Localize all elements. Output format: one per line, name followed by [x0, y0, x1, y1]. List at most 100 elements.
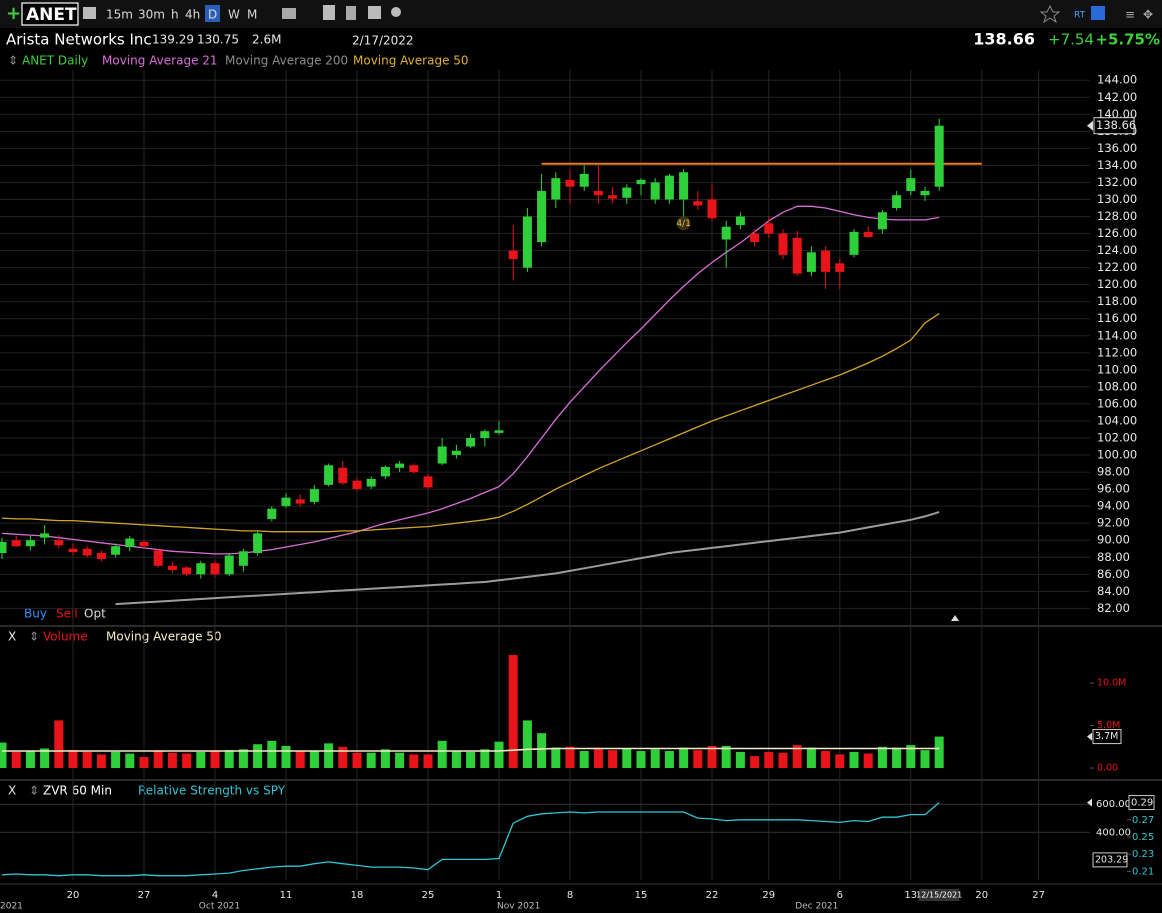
y-tick-label: 10.0M [1097, 678, 1126, 689]
legend-entry[interactable]: ZVR 60 Min [43, 784, 112, 798]
y-tick-label: 118.00 [1097, 294, 1137, 308]
candle-body [139, 541, 149, 547]
drag-icon[interactable]: ⇕ [8, 54, 18, 68]
timeframe[interactable]: W [228, 8, 240, 22]
timeframe[interactable]: 15m [106, 8, 133, 22]
volume-bar [267, 740, 277, 769]
add-icon[interactable]: + [6, 3, 21, 24]
volume-tag-label: 3.7M [1095, 731, 1118, 742]
tool-icon[interactable] [282, 8, 296, 19]
y-tick-label: 134.00 [1097, 158, 1137, 172]
x-tick-label: 1 [496, 890, 502, 901]
event-marker [676, 216, 691, 231]
tool-icon[interactable] [323, 5, 335, 20]
y-tick-label: 106.00 [1097, 396, 1137, 410]
candle-body [821, 250, 831, 272]
legend-entry[interactable]: Moving Average 50 [353, 54, 469, 68]
volume-bar [352, 752, 362, 769]
volume-bar [537, 733, 547, 769]
y-tick-label: 104.00 [1097, 413, 1137, 427]
candle-body [806, 252, 816, 272]
timeframe[interactable]: M [247, 8, 257, 22]
legend-entry[interactable]: Moving Average 21 [102, 54, 218, 68]
candle-body [25, 540, 35, 547]
candle-body [608, 195, 618, 199]
legend-entry[interactable]: Moving Average 200 [225, 54, 348, 68]
drag-icon[interactable]: ⇕ [29, 784, 39, 798]
timeframe[interactable]: h [171, 8, 179, 22]
candle-body [466, 438, 476, 447]
timeframe[interactable]: 30m [138, 8, 165, 22]
tool-icon[interactable] [346, 6, 356, 20]
volume-bar [25, 751, 35, 769]
sell-button[interactable]: Sell [56, 607, 78, 621]
y-tick-label: 86.00 [1097, 567, 1130, 581]
timeframe[interactable]: D [208, 8, 217, 22]
volume-bar [111, 751, 121, 769]
x-tick-label: 15 [635, 890, 648, 901]
candle-body [920, 190, 930, 196]
volume-bar [679, 747, 689, 769]
candle-body [238, 551, 248, 566]
volume-bar [68, 750, 78, 769]
y-tick-label: 120.00 [1097, 277, 1137, 291]
volume-bar [806, 747, 816, 769]
y-tick-label: 96.00 [1097, 482, 1130, 496]
pane-close[interactable]: X [8, 630, 16, 644]
volume-bar [565, 746, 575, 769]
y-tick-label: 128.00 [1097, 209, 1137, 223]
tool-icon[interactable] [391, 7, 401, 17]
volume-bar [821, 751, 831, 769]
candle-body [636, 179, 646, 185]
candle-body [764, 223, 774, 234]
candle-body [309, 489, 319, 502]
legend-entry[interactable]: Volume [43, 630, 88, 644]
candle-body [380, 466, 390, 477]
volume-bar [238, 749, 248, 769]
star-icon[interactable] [1039, 4, 1061, 24]
volume-bar [324, 743, 334, 769]
drag-icon[interactable]: ⇕ [29, 630, 39, 644]
candle-body [196, 563, 206, 575]
pane-close[interactable]: X [8, 784, 16, 798]
symbol-box[interactable] [21, 2, 79, 26]
legend-entry[interactable]: Relative Strength vs SPY [138, 784, 286, 798]
volume-bar [40, 748, 50, 769]
legend-entry[interactable]: Moving Average 50 [106, 630, 222, 644]
volume-bar [494, 741, 504, 769]
legend-entry[interactable]: ANET Daily [22, 54, 88, 68]
y-tick-label: 112.00 [1097, 345, 1137, 359]
volume-bar [650, 749, 660, 769]
candle-body [849, 231, 859, 255]
symbol[interactable]: ANET [26, 5, 77, 25]
volume-tag-arrow [1087, 732, 1092, 741]
volume-bar [707, 745, 717, 769]
candle-body [494, 430, 504, 433]
tool-icon[interactable] [83, 7, 96, 19]
volume-bar [0, 742, 7, 769]
move-icon[interactable]: ✥ [1143, 8, 1153, 22]
menu-icon[interactable]: ≡ [1125, 8, 1135, 22]
candle-body [224, 555, 234, 575]
y-tick-label: 122.00 [1097, 260, 1137, 274]
volume-bar [693, 750, 703, 769]
opt-button[interactable]: Opt [84, 607, 106, 621]
candle-body [40, 533, 50, 538]
y-tick-label: 114.00 [1097, 328, 1137, 342]
tool-icon[interactable] [368, 6, 381, 19]
candle-body [295, 499, 305, 504]
y-tick-label: 124.00 [1097, 243, 1137, 257]
volume-average [2, 747, 940, 752]
y-tick-label: 142.00 [1097, 90, 1137, 104]
y-tick-label: 400.00 [1096, 827, 1131, 838]
y-tick-label: 82.00 [1097, 601, 1130, 615]
timeframe[interactable]: 4h [185, 8, 200, 22]
low: 130.75 [197, 33, 239, 47]
study-tag [1092, 852, 1128, 868]
candle-body [565, 179, 575, 187]
toolbar [0, 0, 1162, 28]
y2-tick-label: 0.21 [1132, 866, 1154, 877]
share-icon[interactable] [1091, 6, 1105, 20]
buy-button[interactable]: Buy [24, 607, 47, 621]
x-tick-label: 20 [975, 890, 988, 901]
